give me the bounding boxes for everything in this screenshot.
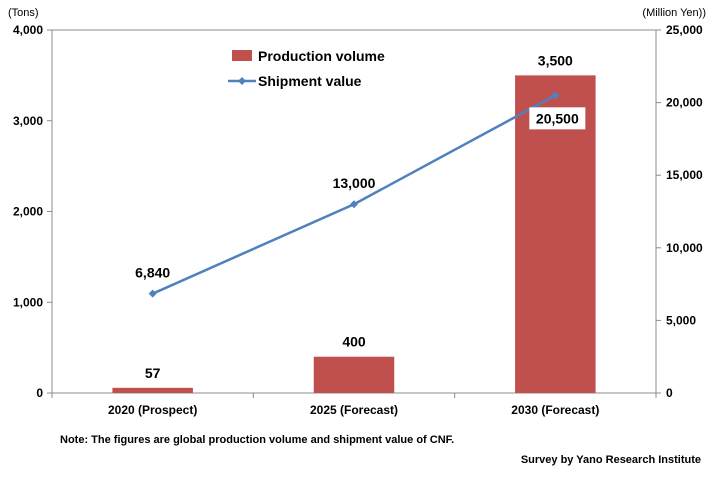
- left-tick-label: 4,000: [13, 23, 43, 37]
- left-tick-label: 1,000: [13, 295, 43, 309]
- source-credit: Survey by Yano Research Institute: [521, 454, 701, 466]
- line-series: [148, 91, 560, 298]
- category-label: 2020 (Prospect): [108, 403, 197, 417]
- left-axis: 0 1,000 2,000 3,000 4,000: [13, 23, 52, 400]
- legend-marker-shipment: [238, 77, 246, 85]
- left-axis-unit: (Tons): [8, 7, 39, 19]
- right-tick-label: 15,000: [666, 168, 703, 182]
- legend-swatch-production: [232, 50, 252, 61]
- right-tick-label: 10,000: [666, 241, 703, 255]
- right-tick-label: 20,000: [666, 96, 703, 110]
- left-tick-label: 3,000: [13, 114, 43, 128]
- left-tick-label: 2,000: [13, 205, 43, 219]
- left-tick-label: 0: [36, 386, 43, 400]
- line-point: [350, 200, 358, 209]
- bar-value-label: 3,500: [538, 52, 573, 68]
- bar: [112, 387, 193, 393]
- line-value-label: 6,840: [135, 265, 170, 281]
- line-value-label-bg: [529, 107, 586, 130]
- right-tick-label: 5,000: [666, 313, 696, 327]
- shipment-line: [152, 94, 556, 295]
- data-labels: 57 400 3,500 6,840 13,000 20,500: [135, 52, 586, 381]
- footnote: Note: The figures are global production …: [60, 434, 454, 446]
- line-value-label: 20,500: [536, 110, 579, 126]
- line-point: [551, 91, 560, 100]
- bar-value-label: 57: [145, 365, 161, 381]
- category-label: 2025 (Forecast): [310, 403, 398, 417]
- line-point: [148, 289, 157, 298]
- category-label: 2030 (Forecast): [511, 403, 599, 417]
- bar-value-label: 400: [342, 334, 366, 350]
- legend-label-shipment: Shipment value: [258, 73, 362, 89]
- legend: Production volume Shipment value: [228, 48, 385, 89]
- bar: [313, 356, 395, 393]
- right-tick-label: 0: [666, 386, 673, 400]
- right-tick-label: 25,000: [666, 23, 703, 37]
- right-axis-unit: (Million Yen)): [642, 7, 706, 19]
- line-value-label: 13,000: [333, 175, 376, 191]
- right-axis: 0 5,000 10,000 15,000 20,000 25,000: [656, 23, 703, 400]
- legend-label-production: Production volume: [258, 48, 385, 64]
- x-axis: 2020 (Prospect) 2025 (Forecast) 2030 (Fore…: [51, 393, 657, 417]
